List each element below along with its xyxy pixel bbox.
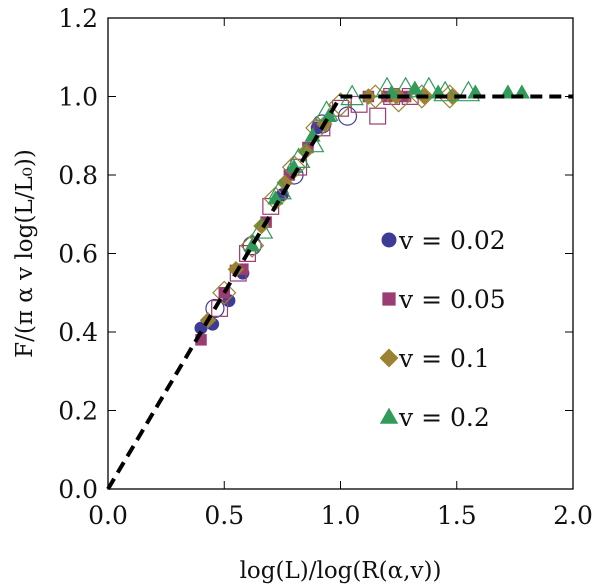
x-tick-label: 1.0 [321,501,361,530]
legend-circle-marker [381,232,397,248]
triangle-open-point [417,76,441,98]
legend-label: v = 0.05 [398,285,506,314]
axis-ticks: 0.0 0.5 1.0 1.5 2.0 0.0 0.2 0.4 0.6 0.8 1.0 1.2 [58,4,593,530]
y-tick-label: 0.0 [58,475,98,504]
triangle-open-point [300,131,325,153]
legend-label: v = 0.02 [398,226,506,255]
y-tick-label: 0.4 [58,318,98,347]
legend-diamond-marker [379,348,399,368]
reference-curve [106,94,573,491]
diamond-open-point [212,280,237,305]
x-tick-label: 0.0 [88,501,128,530]
triangle-point [406,80,423,95]
y-tick-label: 1.2 [58,4,98,33]
y-axis-label: F/(π α v log(L/L₀)) [12,149,38,358]
y-tick-label: 0.6 [58,240,98,269]
legend: v = 0.02 v = 0.05 v = 0.1 v = 0.2 [379,226,506,432]
legend-label: v = 0.1 [398,344,490,373]
x-tick-label: 1.5 [437,501,477,530]
y-tick-label: 0.2 [58,397,98,426]
x-tick-label: 2.0 [553,501,593,530]
triangle-point [244,237,261,252]
legend-item: v = 0.2 [379,403,490,432]
legend-triangle-marker [379,407,399,424]
legend-item: v = 0.05 [382,285,506,314]
y-tick-label: 0.8 [58,161,98,190]
square-open-point [369,107,387,125]
triangle-open-point [249,217,274,239]
legend-item: v = 0.02 [381,226,506,255]
diamond-open-point [240,233,265,258]
circle-open-point [205,298,225,319]
legend-item: v = 0.1 [379,344,490,373]
y-tick-label: 1.0 [58,83,98,112]
x-tick-label: 0.5 [204,501,244,530]
legend-square-marker [382,292,396,306]
legend-label: v = 0.2 [398,403,490,432]
plot-marks [106,76,573,491]
diamond-open-point [328,92,353,117]
x-axis-label: log(L)/log(R(α,v)) [240,558,442,584]
